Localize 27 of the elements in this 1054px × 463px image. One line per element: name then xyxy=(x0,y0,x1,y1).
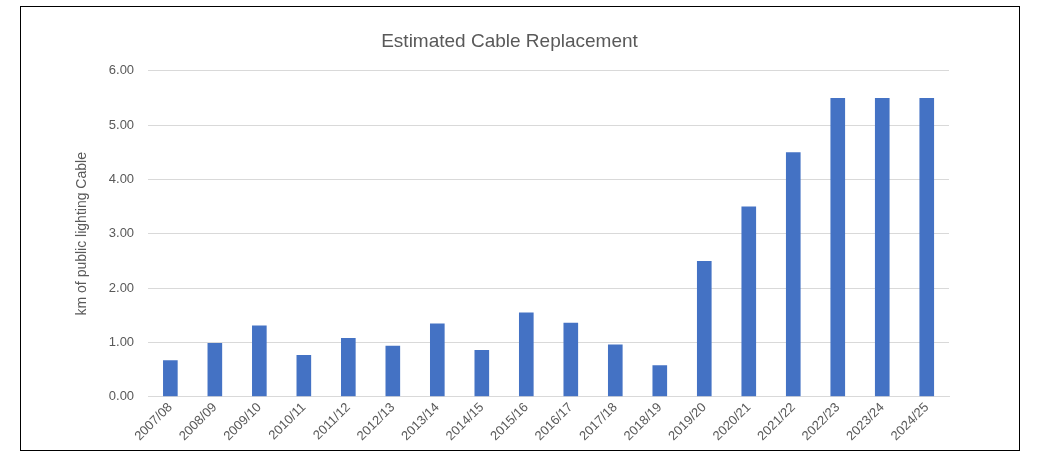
bar xyxy=(830,97,846,397)
bar xyxy=(296,354,312,397)
chart-title: Estimated Cable Replacement xyxy=(381,29,639,51)
y-axis-title: km of public lighting Cable xyxy=(73,151,90,316)
bar xyxy=(252,325,267,397)
bar xyxy=(385,345,401,397)
y-tick-label: 1.00 xyxy=(108,334,135,349)
bar xyxy=(652,365,668,397)
bar xyxy=(341,338,356,397)
bar xyxy=(741,206,757,397)
bar xyxy=(874,97,890,397)
bar xyxy=(430,323,445,397)
bar xyxy=(207,342,223,397)
bar xyxy=(474,350,490,397)
bar xyxy=(785,152,801,397)
bar xyxy=(163,360,178,397)
bar xyxy=(607,344,623,397)
y-tick-label: 6.00 xyxy=(108,62,135,78)
bar xyxy=(919,97,935,397)
y-tick-label: 2.00 xyxy=(108,279,135,295)
bar xyxy=(518,312,534,397)
bar xyxy=(696,260,712,397)
bar xyxy=(563,322,579,397)
y-tick-label: 0.00 xyxy=(108,388,135,404)
y-tick-label: 4.00 xyxy=(108,171,135,187)
y-tick-label: 3.00 xyxy=(108,225,135,241)
y-tick-label: 5.00 xyxy=(108,116,135,132)
